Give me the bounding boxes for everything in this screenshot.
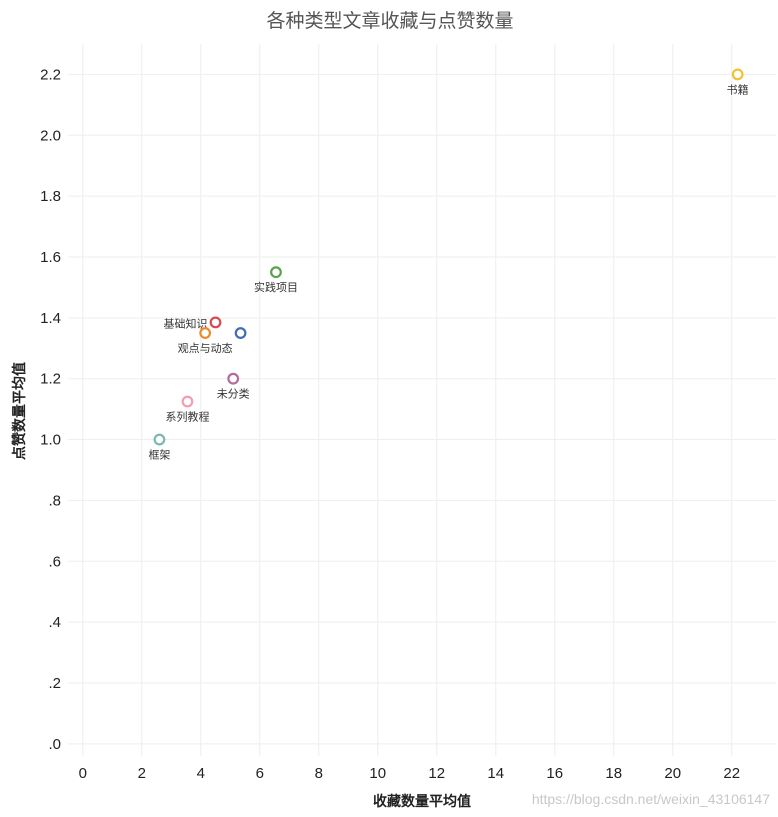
y-tick-label: 1.6 (40, 249, 61, 266)
scatter-point (234, 327, 247, 339)
scatter-point (153, 433, 166, 446)
x-tick-label: 18 (605, 765, 622, 782)
scatter-point (731, 68, 744, 81)
y-tick-label: .2 (48, 675, 61, 692)
point-label: 框架 (148, 449, 170, 462)
y-tick-label: .4 (48, 614, 61, 631)
y-axis-label: 点赞数量平均值 (11, 362, 28, 460)
scatter-point (270, 266, 282, 279)
y-tick-label: 1.8 (40, 188, 61, 205)
point-label: 书籍 (727, 82, 749, 96)
y-tick-label: 1.4 (40, 310, 61, 327)
watermark: https://blog.csdn.net/weixin_43106147 (532, 791, 770, 807)
x-tick-label: 6 (256, 765, 264, 782)
scatter-point (227, 372, 240, 385)
grid (68, 44, 776, 756)
y-tick-label: .0 (48, 736, 61, 753)
x-tick-label: 20 (664, 765, 681, 782)
y-tick-label: 1.0 (40, 432, 61, 449)
scatter-point (199, 327, 212, 339)
x-tick-label: 10 (369, 765, 386, 782)
point-label: 系列教程 (165, 410, 209, 424)
x-tick-label: 4 (197, 765, 205, 782)
scatter-point (209, 316, 222, 329)
point-label: 观点与动态 (178, 342, 233, 355)
point-label: 基础知识 (164, 316, 208, 330)
y-tick-label: .6 (48, 553, 61, 570)
y-tick-label: 2.0 (40, 127, 61, 144)
point-label: 未分类 (217, 387, 250, 401)
x-tick-label: 12 (428, 765, 445, 782)
x-axis-label: 收藏数量平均值 (373, 793, 471, 810)
point-label: 实践项目 (254, 280, 298, 294)
y-tick-label: 2.2 (40, 66, 61, 83)
y-tick-label: .8 (48, 492, 61, 509)
y-tick-label: 1.2 (40, 371, 61, 388)
x-axis-ticks: 0 2 4 6 8 10 12 14 16 18 20 22 (79, 765, 741, 782)
x-tick-label: 8 (315, 765, 323, 782)
x-tick-label: 22 (723, 765, 740, 782)
chart-title: 各种类型文章收藏与点赞数量 (266, 10, 513, 32)
x-tick-label: 2 (138, 765, 146, 782)
y-axis-ticks: .0 .2 .4 .6 .8 1.0 1.2 1.4 1.6 1.8 2.0 2.2 (40, 66, 61, 752)
x-tick-label: 14 (487, 765, 504, 782)
scatter-point (181, 395, 194, 408)
x-tick-label: 16 (546, 765, 563, 782)
x-tick-label: 0 (79, 765, 87, 782)
